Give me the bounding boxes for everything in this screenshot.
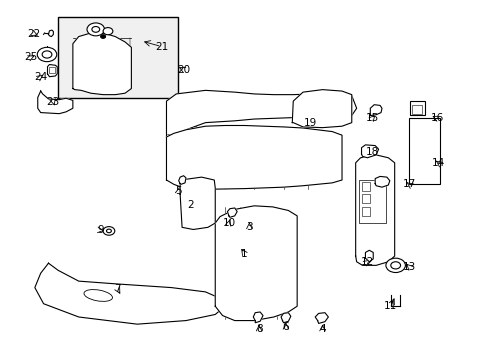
Bar: [409, 101, 424, 116]
Text: 18: 18: [365, 147, 378, 157]
Polygon shape: [73, 33, 131, 95]
Polygon shape: [292, 90, 351, 128]
Text: 1: 1: [241, 248, 247, 258]
Polygon shape: [35, 263, 224, 324]
Text: 19: 19: [303, 118, 316, 128]
Polygon shape: [365, 250, 372, 262]
Polygon shape: [369, 105, 381, 116]
Text: 22: 22: [27, 29, 41, 39]
Text: 10: 10: [222, 218, 235, 228]
Bar: [361, 194, 369, 203]
Text: 6: 6: [282, 322, 289, 332]
Circle shape: [101, 35, 105, 39]
Text: 12: 12: [360, 257, 373, 267]
Text: 16: 16: [429, 113, 443, 123]
Circle shape: [390, 262, 400, 269]
Text: 14: 14: [431, 158, 444, 168]
Polygon shape: [166, 126, 341, 189]
Polygon shape: [38, 91, 73, 114]
Polygon shape: [227, 208, 237, 217]
Circle shape: [106, 229, 111, 233]
Bar: [358, 180, 385, 223]
Text: 7: 7: [114, 284, 121, 294]
Circle shape: [42, 51, 52, 58]
Polygon shape: [215, 206, 297, 320]
Ellipse shape: [84, 289, 112, 301]
Text: 11: 11: [384, 301, 397, 311]
Circle shape: [103, 28, 113, 35]
Polygon shape: [178, 176, 185, 184]
Bar: [58, 17, 177, 98]
Polygon shape: [281, 313, 290, 323]
Bar: [361, 182, 369, 191]
Polygon shape: [48, 30, 53, 37]
Text: 24: 24: [34, 72, 47, 82]
Polygon shape: [361, 145, 378, 158]
Text: 13: 13: [402, 262, 415, 272]
Text: 5: 5: [175, 186, 182, 196]
Circle shape: [37, 47, 57, 62]
Text: 25: 25: [24, 52, 38, 62]
Polygon shape: [374, 176, 389, 187]
Polygon shape: [166, 90, 356, 137]
Polygon shape: [253, 312, 263, 323]
Bar: [49, 67, 55, 73]
Text: 2: 2: [187, 200, 194, 210]
Bar: [411, 105, 421, 114]
Text: 8: 8: [255, 324, 262, 334]
Bar: [361, 207, 369, 216]
Polygon shape: [315, 313, 328, 323]
Text: 3: 3: [245, 222, 252, 231]
Circle shape: [87, 23, 104, 36]
Bar: [408, 118, 439, 184]
Text: 20: 20: [177, 64, 190, 75]
Text: 17: 17: [402, 179, 415, 189]
Circle shape: [103, 226, 115, 235]
Text: 4: 4: [319, 324, 325, 334]
Polygon shape: [47, 64, 57, 77]
Text: 23: 23: [47, 97, 60, 107]
Circle shape: [385, 258, 405, 273]
Polygon shape: [355, 155, 394, 265]
Polygon shape: [180, 177, 215, 229]
Text: 9: 9: [97, 225, 104, 235]
Circle shape: [92, 27, 100, 32]
Text: 21: 21: [155, 42, 168, 51]
Text: 15: 15: [365, 113, 378, 123]
